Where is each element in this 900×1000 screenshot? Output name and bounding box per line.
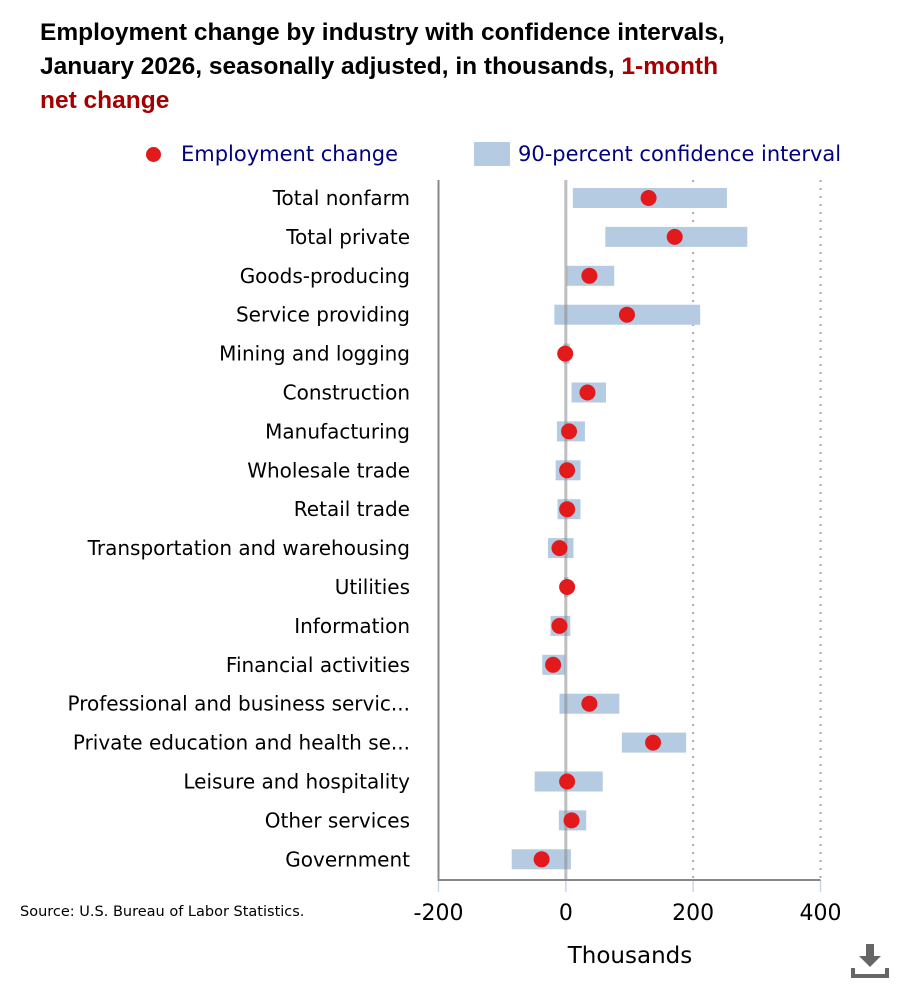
legend-label: Employment change bbox=[181, 142, 399, 166]
x-axis-label: Thousands bbox=[567, 943, 693, 969]
employment-change-dot bbox=[645, 734, 662, 751]
category-label: Other services bbox=[265, 808, 410, 832]
employment-change-dot bbox=[545, 656, 562, 673]
employment-change-dot bbox=[551, 617, 568, 634]
employment-change-dot bbox=[561, 423, 578, 440]
employment-change-dot bbox=[563, 812, 580, 829]
legend-item-confidence-interval[interactable]: 90-percent confidence interval bbox=[474, 142, 841, 166]
x-tick-label: -200 bbox=[414, 901, 464, 926]
title-main: Employment change by industry with confi… bbox=[40, 19, 725, 80]
employment-change-dot bbox=[640, 190, 657, 206]
category-label: Manufacturing bbox=[265, 419, 410, 443]
employment-change-dot bbox=[551, 540, 568, 557]
category-label: Financial activities bbox=[226, 653, 410, 677]
employment-change-dot bbox=[557, 345, 574, 362]
category-label: Goods-producing bbox=[240, 264, 410, 288]
employment-change-dot bbox=[533, 851, 550, 868]
category-label: Professional and business servic... bbox=[68, 692, 410, 716]
chart-title: Employment change by industry with confi… bbox=[40, 16, 740, 118]
category-label: Wholesale trade bbox=[247, 458, 410, 482]
category-label: Utilities bbox=[335, 575, 410, 599]
dot-swatch bbox=[146, 146, 161, 162]
employment-change-dot bbox=[666, 228, 683, 245]
interval-swatch bbox=[474, 142, 510, 166]
category-label: Information bbox=[294, 614, 410, 638]
category-label: Government bbox=[285, 847, 410, 871]
legend-item-employment-change[interactable]: Employment change bbox=[146, 142, 398, 166]
category-label: Total nonfarm bbox=[272, 186, 410, 210]
category-label: Construction bbox=[283, 381, 410, 405]
title-highlight: 1-month net change bbox=[40, 53, 719, 114]
employment-change-dot bbox=[559, 579, 576, 595]
download-button[interactable] bbox=[850, 942, 890, 982]
category-label: Mining and logging bbox=[219, 342, 410, 366]
employment-change-dot bbox=[559, 462, 576, 479]
source-note: Source: U.S. Bureau of Labor Statistics. bbox=[20, 904, 305, 920]
category-label: Transportation and warehousing bbox=[87, 536, 410, 560]
category-label: Retail trade bbox=[294, 497, 410, 521]
x-tick-label: 400 bbox=[800, 901, 842, 926]
category-label: Private education and health se... bbox=[73, 731, 410, 755]
employment-change-dot bbox=[559, 773, 576, 790]
x-tick-label: 0 bbox=[559, 901, 573, 926]
x-tick-label: 200 bbox=[672, 901, 714, 926]
employment-change-dot bbox=[581, 695, 598, 712]
legend-label: 90-percent confidence interval bbox=[518, 142, 842, 166]
employment-change-dot bbox=[559, 501, 576, 518]
employment-change-dot bbox=[579, 384, 596, 401]
category-label: Total private bbox=[285, 225, 410, 249]
employment-change-dot bbox=[581, 267, 598, 284]
category-label: Service providing bbox=[236, 303, 410, 327]
employment-change-dot bbox=[618, 306, 635, 323]
category-label: Leisure and hospitality bbox=[183, 770, 410, 794]
download-icon bbox=[851, 944, 889, 978]
legend: Employment change 90-percent confidence … bbox=[0, 140, 900, 174]
